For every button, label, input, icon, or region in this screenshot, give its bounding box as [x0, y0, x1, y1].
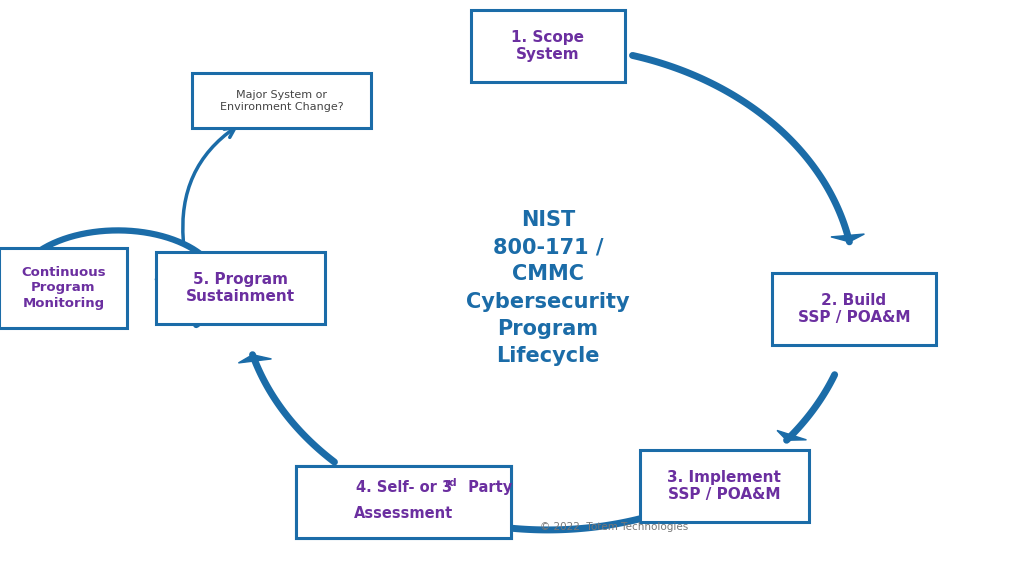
Polygon shape	[830, 234, 864, 242]
Polygon shape	[239, 355, 271, 363]
Text: NIST
800-171 /
CMMC
Cybersecurity
Program
Lifecycle: NIST 800-171 / CMMC Cybersecurity Progra…	[466, 210, 630, 366]
Text: 4. Self- or 3rd Party
Assessment: 4. Self- or 3rd Party Assessment	[323, 486, 485, 518]
Text: Assessment: Assessment	[354, 506, 454, 521]
Text: rd: rd	[444, 478, 457, 488]
Text: 1. Scope
System: 1. Scope System	[511, 30, 585, 62]
Polygon shape	[777, 430, 807, 440]
FancyBboxPatch shape	[0, 248, 127, 328]
Text: 4. Self- or 3: 4. Self- or 3	[355, 480, 452, 495]
FancyBboxPatch shape	[193, 74, 372, 128]
Text: 5. Program
Sustainment: 5. Program Sustainment	[186, 272, 295, 304]
Text: © 2022  Totem Technologies: © 2022 Totem Technologies	[541, 522, 688, 532]
Text: Continuous
Program
Monitoring: Continuous Program Monitoring	[22, 267, 105, 309]
FancyBboxPatch shape	[296, 465, 511, 537]
Text: Party: Party	[463, 480, 512, 495]
Text: Major System or
Environment Change?: Major System or Environment Change?	[220, 90, 343, 112]
Text: 2. Build
SSP / POA&M: 2. Build SSP / POA&M	[798, 293, 910, 325]
FancyBboxPatch shape	[772, 273, 936, 345]
Polygon shape	[10, 304, 30, 317]
Text: 3. Implement
SSP / POA&M: 3. Implement SSP / POA&M	[667, 470, 781, 502]
FancyBboxPatch shape	[640, 450, 809, 522]
FancyBboxPatch shape	[157, 252, 326, 324]
Polygon shape	[484, 517, 497, 535]
FancyBboxPatch shape	[296, 465, 511, 537]
FancyBboxPatch shape	[471, 10, 625, 82]
